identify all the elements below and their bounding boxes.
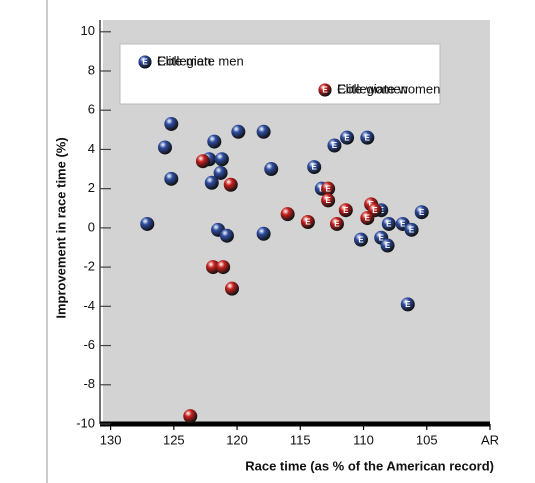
point <box>329 216 344 231</box>
point <box>380 238 395 253</box>
point <box>213 165 228 180</box>
point-label: E <box>305 218 311 227</box>
point <box>256 124 271 139</box>
point <box>360 130 375 145</box>
point <box>321 193 336 208</box>
point <box>183 409 198 424</box>
point <box>231 124 246 139</box>
point <box>327 138 342 153</box>
y-tick-label: 6 <box>88 102 95 117</box>
point <box>307 160 322 175</box>
point <box>404 222 419 237</box>
point-label: E <box>332 141 338 150</box>
point <box>340 130 355 145</box>
point-label: E <box>343 206 349 215</box>
point-label: E <box>344 133 350 142</box>
point-label: E <box>312 163 318 172</box>
point-label: E <box>325 184 331 193</box>
y-tick-label: -2 <box>83 259 95 274</box>
point-label: E <box>385 241 391 250</box>
point-label: E <box>419 208 425 217</box>
point <box>381 216 396 231</box>
point <box>219 228 234 243</box>
point-label: E <box>400 220 406 229</box>
point <box>354 232 368 247</box>
point-label: E <box>372 206 378 215</box>
point-label: E <box>409 225 415 234</box>
y-tick-label: 10 <box>81 23 95 38</box>
y-tick-label: 8 <box>88 62 95 77</box>
legend-label: Elite women <box>337 81 408 96</box>
point-label: E <box>386 220 392 229</box>
y-axis-label: Improvement in race time (%) <box>53 137 68 318</box>
point-label: E <box>325 196 331 205</box>
point-label: E <box>334 220 340 229</box>
y-tick-label: 2 <box>88 180 95 195</box>
point <box>321 181 336 196</box>
legend-label: Collegiate women <box>337 81 440 96</box>
x-axis-label: Race time (as % of the American record) <box>245 458 494 473</box>
legend-marker <box>138 55 152 69</box>
y-tick-label: -4 <box>83 298 95 313</box>
legend-marker <box>318 83 332 97</box>
point <box>256 226 271 241</box>
point <box>140 216 155 231</box>
point-label: E <box>365 214 371 223</box>
x-tick-label: 130 <box>100 432 122 447</box>
point-label: E <box>365 133 371 142</box>
point <box>164 116 179 131</box>
point <box>400 297 415 312</box>
point-label: E <box>358 235 364 244</box>
point <box>195 154 210 169</box>
point <box>214 152 229 167</box>
point <box>414 205 429 220</box>
point <box>338 203 353 218</box>
legend-label: Collegiate men <box>157 53 244 68</box>
y-tick-label: -8 <box>83 376 95 391</box>
point <box>300 215 315 229</box>
legend <box>119 43 441 105</box>
point <box>164 171 179 186</box>
legend-label: Elite men <box>157 53 211 68</box>
x-tick-label: 110 <box>353 432 374 447</box>
x-tick-label: 115 <box>290 432 311 447</box>
x-tick-label: AR <box>481 432 499 447</box>
point-label: E <box>379 233 385 242</box>
point <box>207 134 222 149</box>
point <box>216 260 231 275</box>
x-tick-label: 120 <box>226 432 248 447</box>
x-tick-label: 125 <box>163 432 185 447</box>
point <box>225 281 239 296</box>
point-label: E <box>405 300 411 309</box>
point <box>264 162 279 177</box>
y-tick-label: 0 <box>88 219 95 234</box>
point <box>157 140 172 155</box>
legend-marker-label: E <box>142 58 148 67</box>
legend-marker-label: E <box>322 86 328 95</box>
point <box>360 211 375 226</box>
x-tick-label: 105 <box>416 432 438 447</box>
point <box>206 260 221 275</box>
point <box>223 177 238 192</box>
y-tick-label: -10 <box>76 415 95 430</box>
point <box>204 175 219 190</box>
y-tick-label: 4 <box>88 141 95 156</box>
y-tick-label: -6 <box>83 337 95 352</box>
point <box>280 207 295 222</box>
